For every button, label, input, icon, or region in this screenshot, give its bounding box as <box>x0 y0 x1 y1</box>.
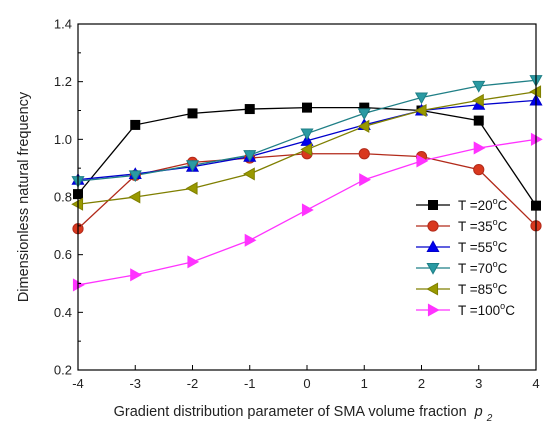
data-point <box>185 160 200 173</box>
data-point <box>130 268 142 282</box>
legend-marker <box>427 303 440 317</box>
legend: T =20oC T =35oC T =55oC T =70oC T =85oC T =10… <box>416 196 515 318</box>
series-markers <box>71 75 543 292</box>
legend-label: T =55oC <box>458 238 508 255</box>
legend-label: T =35oC <box>458 217 508 234</box>
x-axis-label-text: Gradient distribution parameter of SMA v… <box>114 404 467 420</box>
data-point <box>243 167 255 181</box>
plot-frame <box>77 23 537 371</box>
legend-marker <box>427 220 439 232</box>
data-point <box>301 203 314 217</box>
legend-label: T =85oC <box>458 280 508 297</box>
legend-label: T =100oC <box>458 301 515 318</box>
y-tick-label: 0.2 <box>54 363 72 378</box>
x-tick-label: -2 <box>187 376 199 391</box>
y-tick-label: 0.4 <box>54 305 72 320</box>
data-point <box>244 233 257 247</box>
data-point <box>243 150 257 162</box>
legend-marker <box>426 282 439 296</box>
data-point <box>473 115 484 126</box>
y-tick-label: 0.8 <box>54 190 72 205</box>
legend-label: T =70oC <box>458 259 508 276</box>
data-point <box>472 80 486 93</box>
data-point <box>128 170 142 183</box>
data-point <box>300 142 313 156</box>
data-point <box>302 102 312 113</box>
data-point <box>414 103 427 118</box>
data-point <box>359 173 371 187</box>
data-point <box>357 108 371 121</box>
x-axis-label-subscript: 2 <box>486 413 493 424</box>
x-tick-label: 3 <box>475 376 482 391</box>
data-point <box>128 190 141 204</box>
x-tick-label: -1 <box>244 376 256 391</box>
x-tick-label: 1 <box>361 376 368 391</box>
data-point <box>416 154 429 168</box>
data-point <box>358 148 370 160</box>
legend-label: T =20oC <box>458 196 508 213</box>
y-tick-label: 1.4 <box>54 17 72 32</box>
y-tick-label: 1.0 <box>54 132 72 147</box>
legend-marker <box>428 200 438 210</box>
x-tick-label: -4 <box>72 376 84 391</box>
x-axis-label: Gradient distribution parameter of SMA v… <box>114 404 493 424</box>
y-tick-label: 0.6 <box>54 247 72 262</box>
data-point <box>414 92 429 105</box>
data-point <box>473 164 485 176</box>
data-point <box>187 108 198 119</box>
legend-marker <box>426 262 440 275</box>
series-line <box>77 153 537 230</box>
data-point <box>473 141 486 155</box>
y-tick-label: 1.2 <box>54 74 72 89</box>
data-point <box>357 119 370 133</box>
axis-ticks: -4 -3 -2 -1 0 1 2 3 4 0.2 0.4 0.6 0.8 1.0 1.2 1.4 <box>54 17 540 392</box>
legend-marker <box>426 240 440 253</box>
x-axis-label-symbol: p <box>474 404 483 420</box>
data-point <box>130 119 141 130</box>
data-point <box>187 255 200 269</box>
x-tick-label: 4 <box>532 376 539 391</box>
x-tick-label: 0 <box>303 376 310 391</box>
data-point <box>472 93 484 107</box>
y-axis-label: Dimensionless natural frequency <box>16 91 32 302</box>
x-tick-label: -3 <box>129 376 141 391</box>
data-point <box>185 181 198 195</box>
data-point <box>300 128 314 141</box>
x-tick-label: 2 <box>418 376 425 391</box>
data-point <box>244 104 255 115</box>
